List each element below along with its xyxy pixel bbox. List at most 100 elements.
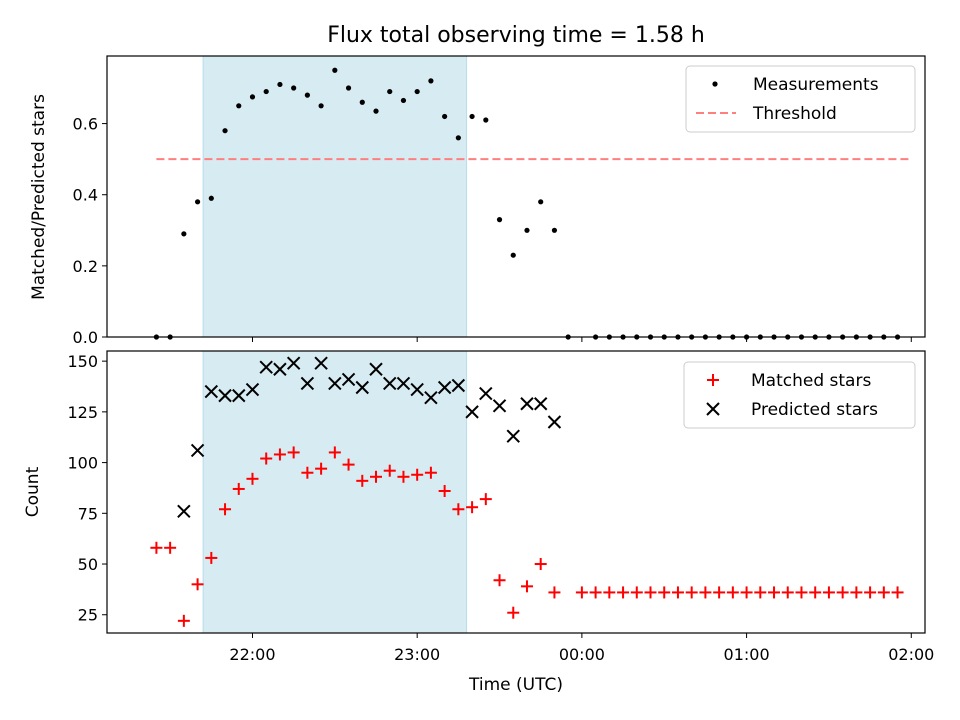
matched-stars-point [466, 501, 479, 514]
bottom-shaded-interval [202, 350, 468, 634]
top-panel: 0.0 0.2 0.4 0.6 Matched/Predicted stars Mea… [29, 55, 926, 347]
measurement-point [291, 85, 297, 91]
chart-title: Flux total observing time = 1.58 h [327, 23, 705, 48]
predicted-stars-point [424, 390, 438, 405]
measurement-point [304, 92, 310, 98]
bottom-y-tick-label: 125 [67, 403, 98, 422]
measurement-point [524, 227, 530, 233]
top-legend-box [685, 65, 916, 133]
measurement-point [455, 135, 461, 141]
predicted-stars-point [547, 415, 562, 429]
top-y-axis-ticks: 0.0 0.2 0.4 0.6 [73, 115, 107, 347]
matched-stars-point [671, 586, 684, 599]
predicted-stars-point [190, 443, 205, 458]
bottom-x-axis-ticks: 22:00 23:00 00:00 01:00 02:00 [229, 633, 934, 664]
measurement-point [510, 252, 516, 258]
top-axes-frame [106, 55, 926, 338]
predicted-stars-point [286, 356, 301, 370]
legend-matched-marker [707, 374, 719, 386]
predicted-stars-point [520, 397, 534, 411]
matched-stars-point [850, 586, 863, 599]
bottom-panel: 25 50 75 100 125 150 22:00 23:00 00:00 01:00 02:0… [23, 350, 934, 695]
matched-stars-point [630, 586, 643, 599]
matched-stars-point [493, 574, 506, 587]
measurement-point [538, 199, 544, 205]
predicted-stars-point [369, 362, 383, 376]
predicted-stars-point [328, 376, 342, 391]
predicted-stars-point [506, 429, 520, 443]
measurement-point [345, 85, 352, 91]
top-y-tick-label: 0.0 [73, 328, 98, 347]
bottom-plot-marks [150, 356, 904, 627]
bottom-legend: Matched stars Predicted stars [683, 361, 916, 429]
measurement-point [442, 113, 448, 120]
measurement-point [428, 78, 434, 84]
matched-stars-point [836, 586, 849, 599]
predicted-stars-point [451, 378, 466, 393]
measurement-point [373, 108, 379, 114]
matched-stars-point [424, 466, 437, 479]
matched-stars-point [699, 586, 712, 599]
top-y-axis-label: Matched/Predicted stars [29, 94, 49, 300]
bottom-y-tick-label: 100 [67, 454, 98, 473]
predicted-stars-point [245, 382, 260, 397]
legend-measurements-label: Measurements [753, 75, 879, 95]
matched-stars-point [397, 470, 410, 483]
matched-stars-point [356, 474, 369, 487]
matched-stars-point [287, 446, 300, 459]
matched-stars-point [370, 470, 383, 483]
matched-stars-point [795, 586, 808, 599]
measurement-point [249, 94, 256, 100]
predicted-stars-point [492, 399, 507, 413]
bottom-y-tick-label: 75 [78, 504, 98, 523]
matched-stars-point [438, 484, 451, 497]
measurement-point [208, 195, 214, 201]
matched-stars-point [150, 541, 163, 554]
matched-stars-point [575, 586, 588, 599]
bottom-y-tick-label: 50 [78, 555, 98, 574]
measurement-point [359, 99, 365, 105]
bottom-axes-frame [106, 350, 926, 634]
matched-stars-point [864, 586, 877, 599]
legend-threshold-label: Threshold [752, 104, 837, 124]
x-tick-label: 01:00 [724, 645, 770, 664]
matched-stars-point [740, 586, 753, 599]
matched-stars-point [479, 493, 492, 506]
matched-stars-point [342, 458, 355, 471]
measurement-point [483, 117, 489, 123]
top-legend: Measurements Threshold [685, 65, 916, 133]
matched-stars-point [191, 578, 204, 591]
legend-matched-label: Matched stars [751, 371, 871, 391]
matched-stars-point [617, 586, 630, 599]
x-axis-label: Time (UTC) [468, 675, 563, 695]
matched-stars-point [644, 586, 657, 599]
top-y-tick-label: 0.6 [73, 115, 98, 134]
predicted-stars-point [437, 380, 452, 395]
matched-stars-point [520, 580, 533, 593]
matched-stars-point [205, 551, 218, 564]
matched-stars-point [603, 586, 616, 599]
matched-stars-point [452, 503, 465, 516]
predicted-stars-point [479, 386, 493, 401]
matched-stars-point [685, 586, 698, 599]
matched-stars-point [301, 466, 314, 479]
measurement-point [414, 88, 420, 95]
predicted-stars-point [465, 405, 479, 419]
predicted-stars-point [300, 376, 315, 391]
measurement-point [222, 128, 228, 134]
matched-stars-point [273, 448, 286, 461]
predicted-stars-point [218, 388, 232, 403]
predicted-stars-point [341, 372, 356, 387]
top-y-tick-label: 0.4 [73, 186, 98, 205]
matched-stars-point [781, 586, 794, 599]
matched-stars-point [260, 452, 273, 465]
predicted-stars-point [410, 382, 424, 397]
legend-predicted-marker [706, 402, 720, 416]
x-tick-label: 23:00 [394, 645, 440, 664]
matched-stars-point [589, 586, 602, 599]
measurement-point [318, 103, 324, 109]
measurement-point [551, 227, 558, 233]
predicted-stars-point [314, 356, 328, 370]
predicted-stars-point [259, 360, 273, 374]
